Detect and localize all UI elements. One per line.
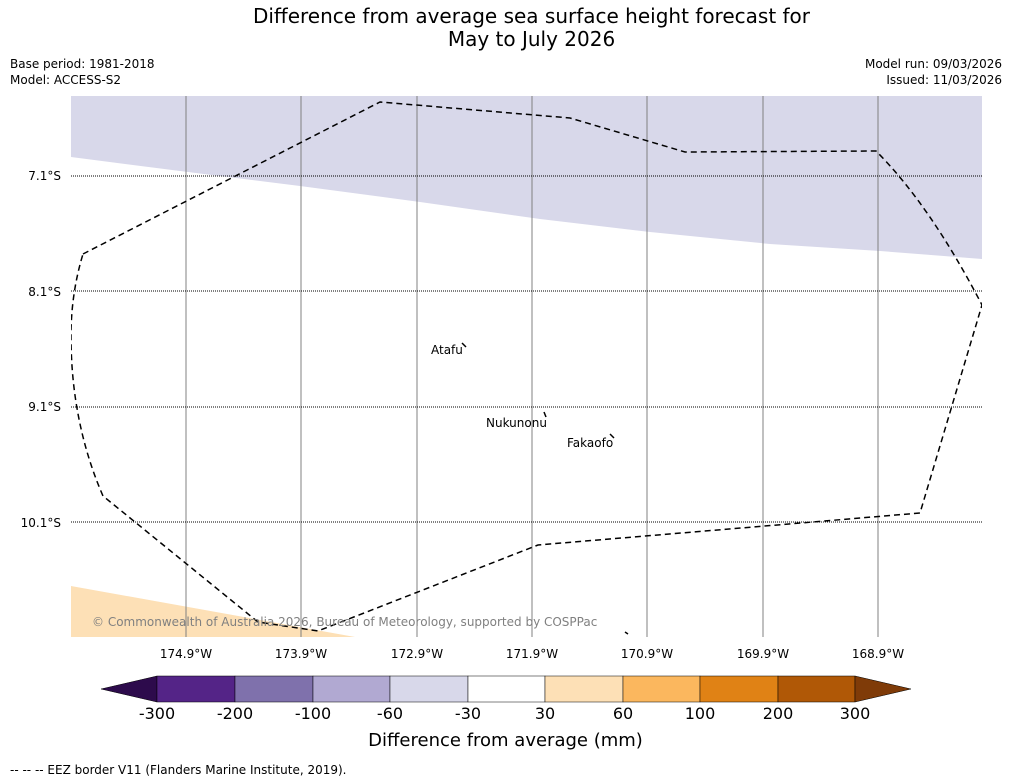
place-label-nukunonu: Nukunonu (486, 416, 547, 430)
colorbar-segment (699, 675, 779, 703)
lat-label: 8.1°S (28, 285, 61, 299)
anomaly-band-positive (71, 586, 355, 637)
colorbar-tick: 30 (534, 704, 556, 723)
colorbar-extend-low (100, 675, 158, 703)
fakaofo-atoll (609, 433, 615, 439)
lon-label: 168.9°W (852, 647, 904, 661)
title-line-2: May to July 2026 (447, 27, 616, 51)
colorbar-tick: -200 (216, 704, 254, 723)
anomaly-band-negative (71, 96, 982, 259)
swains-marker (624, 631, 629, 635)
map-area (71, 96, 982, 637)
place-label-atafu: Atafu (431, 343, 463, 357)
colorbar-extend-high (854, 675, 912, 703)
meta-left: Base period: 1981-2018 Model: ACCESS-S2 (10, 56, 155, 88)
model-name: Model: ACCESS-S2 (10, 73, 122, 87)
lon-label: 174.9°W (160, 647, 212, 661)
nukunonu-atoll (543, 411, 547, 418)
model-run: Model run: 09/03/2026 (864, 57, 1002, 71)
lon-label: 172.9°W (391, 647, 443, 661)
colorbar-tick: -60 (376, 704, 404, 723)
lon-label: 170.9°W (621, 647, 673, 661)
colorbar-segment (156, 675, 236, 703)
colorbar-segment (234, 675, 314, 703)
colorbar-segment (777, 675, 856, 703)
colorbar-segment (312, 675, 391, 703)
colorbar-segment (622, 675, 701, 703)
colorbar-tick: -300 (138, 704, 176, 723)
lon-label: 171.9°W (506, 647, 558, 661)
map-title: Difference from average sea surface heig… (0, 5, 1011, 51)
colorbar-segment (467, 675, 546, 703)
colorbar-tick: -100 (294, 704, 332, 723)
longitude-labels: 174.9°W 173.9°W 172.9°W 171.9°W 170.9°W … (160, 647, 904, 661)
latitude-labels: 7.1°S 8.1°S 9.1°S 10.1°S (21, 169, 61, 530)
issued-date: Issued: 11/03/2026 (886, 73, 1002, 87)
lat-label: 7.1°S (28, 169, 61, 183)
colorbar-segment (389, 675, 469, 703)
eez-border (71, 101, 982, 632)
eez-legend-note: -- -- -- EEZ border V11 (Flanders Marine… (10, 763, 347, 777)
colorbar-label: Difference from average (mm) (368, 730, 643, 751)
lon-label: 173.9°W (275, 647, 327, 661)
colorbar-tick: 300 (839, 704, 871, 723)
lat-label: 9.1°S (28, 400, 61, 414)
lon-label: 169.9°W (737, 647, 789, 661)
copyright-notice: © Commonwealth of Australia 2026, Bureau… (92, 615, 597, 629)
colorbar-segment (544, 675, 624, 703)
colorbar-tick: 60 (612, 704, 634, 723)
colorbar (100, 675, 912, 703)
meta-right: Model run: 09/03/2026 Issued: 11/03/2026 (865, 56, 1002, 88)
colorbar-tick: 200 (762, 704, 794, 723)
atafu-atoll (461, 342, 467, 348)
atolls (461, 342, 629, 635)
colorbar-tick: 100 (684, 704, 716, 723)
base-period: Base period: 1981-2018 (10, 57, 155, 71)
longitude-gridlines (185, 96, 879, 637)
lat-label: 10.1°S (21, 516, 61, 530)
place-label-fakaofo: Fakaofo (567, 436, 613, 450)
title-line-1: Difference from average sea surface heig… (252, 4, 811, 28)
colorbar-tick: -30 (454, 704, 482, 723)
colorbar-tick-labels: -300 -200 -100 -60 -30 30 60 100 200 300 (0, 704, 1011, 726)
